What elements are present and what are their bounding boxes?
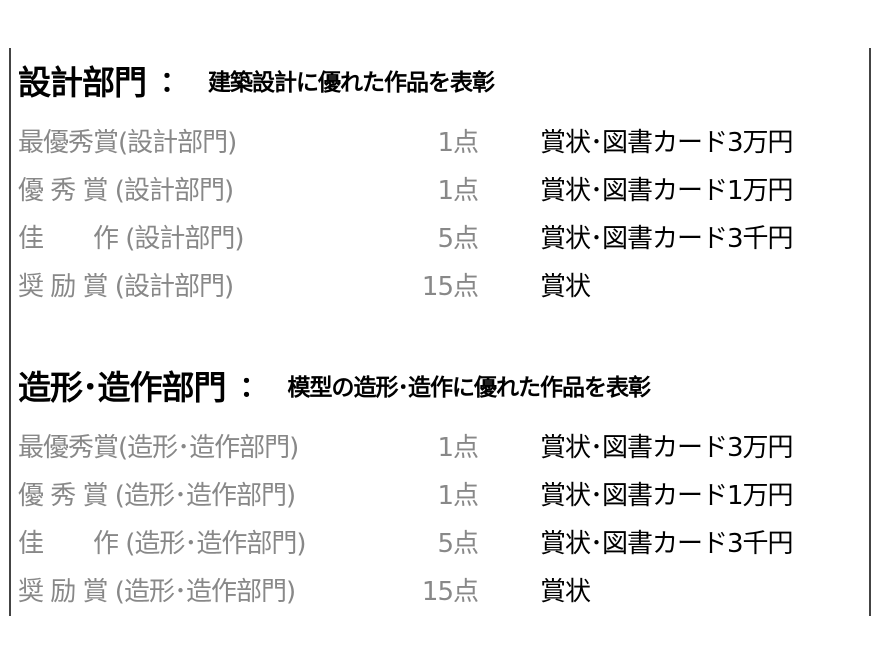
section-modeling: 造形･造作部門 ： 模型の造形･造作に優れた作品を表彰 最優秀賞(造形･造作部門… [18,355,868,613]
award-row: 佳 作 (設計部門) 5点 賞状･図書カード3千円 [18,212,868,260]
section-title: 設計部門 [18,63,147,102]
award-label: 佳 作 (設計部門) [18,223,245,254]
award-prize: 賞状 [540,576,591,607]
award-label: 奨 励 賞 (造形･造作部門) [18,576,296,607]
award-prize: 賞状･図書カード1万円 [540,480,794,511]
section-heading: 設計部門 ： 建築設計に優れた作品を表彰 [18,50,868,110]
award-row: 優 秀 賞 (設計部門) 1点 賞状･図書カード1万円 [18,164,868,212]
award-count: 1点 [437,432,479,463]
award-count: 5点 [437,528,479,559]
award-prize: 賞状･図書カード3千円 [540,223,794,254]
award-prize: 賞状 [540,271,591,302]
award-count: 15点 [421,271,479,302]
section-design: 設計部門 ： 建築設計に優れた作品を表彰 最優秀賞(設計部門) 1点 賞状･図書カー… [18,50,868,308]
award-row: 奨 励 賞 (設計部門) 15点 賞状 [18,260,868,308]
colon: ： [239,370,268,403]
award-row: 最優秀賞(設計部門) 1点 賞状･図書カード3万円 [18,116,868,164]
award-prize: 賞状･図書カード1万円 [540,175,794,206]
award-label: 最優秀賞(造形･造作部門) [18,432,299,463]
award-row: 奨 励 賞 (造形･造作部門) 15点 賞状 [18,565,868,613]
award-prize: 賞状･図書カード3万円 [540,127,794,158]
award-count: 1点 [437,175,479,206]
section-subtitle: 建築設計に優れた作品を表彰 [208,70,495,96]
award-row: 優 秀 賞 (造形･造作部門) 1点 賞状･図書カード1万円 [18,469,868,517]
section-title: 造形･造作部門 [18,368,226,407]
award-count: 1点 [437,127,479,158]
award-label: 奨 励 賞 (設計部門) [18,271,234,302]
award-count: 15点 [421,576,479,607]
award-count: 5点 [437,223,479,254]
section-subtitle: 模型の造形･造作に優れた作品を表彰 [287,375,651,401]
award-row: 最優秀賞(造形･造作部門) 1点 賞状･図書カード3万円 [18,421,868,469]
award-prize: 賞状･図書カード3千円 [540,528,794,559]
award-label: 優 秀 賞 (設計部門) [18,175,234,206]
award-label: 最優秀賞(設計部門) [18,127,237,158]
award-label: 優 秀 賞 (造形･造作部門) [18,480,296,511]
colon: ： [160,65,189,98]
award-prize: 賞状･図書カード3万円 [540,432,794,463]
right-border [869,48,871,616]
award-count: 1点 [437,480,479,511]
section-heading: 造形･造作部門 ： 模型の造形･造作に優れた作品を表彰 [18,355,868,415]
award-label: 佳 作 (造形･造作部門) [18,528,307,559]
left-border [9,48,11,616]
award-row: 佳 作 (造形･造作部門) 5点 賞状･図書カード3千円 [18,517,868,565]
